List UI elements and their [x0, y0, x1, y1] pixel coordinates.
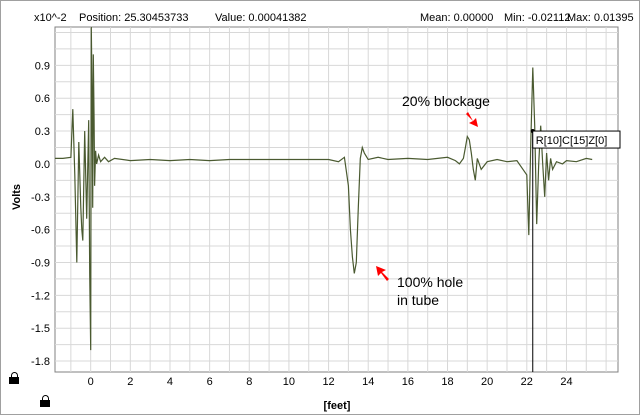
y-tick-labels: 0.9 0.6 0.3 0.0 -0.3 -0.6 -0.9 -1.2 -1.5 -1.8	[31, 60, 50, 368]
x-tick-label: 22	[521, 376, 533, 388]
y-tick-label: -0.9	[31, 257, 50, 269]
position-readout: Position: 25.30453733	[79, 12, 189, 24]
y-tick-label: -0.3	[31, 192, 50, 204]
mean-readout: Mean: 0.00000	[420, 12, 494, 24]
y-tick-label: 0.6	[35, 93, 50, 105]
x-tick-label: 10	[283, 376, 295, 388]
scale-readout: x10^-2	[34, 12, 67, 24]
grid	[55, 27, 618, 372]
y-tick-label: -1.8	[31, 356, 50, 368]
annotation-arrow-blockage	[466, 112, 478, 127]
annotation-blockage: 20% blockage	[402, 93, 490, 109]
max-readout: Max: 0.01395	[567, 12, 634, 24]
cursor-label-box: R[10]C[15]Z[0]	[532, 130, 621, 149]
x-tick-label: 18	[441, 376, 453, 388]
x-tick-label: 8	[246, 376, 252, 388]
x-tick-label: 16	[402, 376, 414, 388]
y-tick-label: 0.0	[35, 159, 50, 171]
lock-icon[interactable]	[40, 395, 50, 407]
x-tick-label: 4	[167, 376, 173, 388]
annotation-hole-line2: in tube	[397, 292, 439, 308]
x-tick-label: 24	[560, 376, 572, 388]
x-axis-title: [feet]	[324, 400, 351, 412]
cursor-label-frame	[532, 130, 621, 149]
annotation-hole-line1: 100% hole	[397, 274, 463, 290]
y-axis-title: Volts	[11, 184, 23, 210]
cursor-label: R[10]C[15]Z[0]	[536, 135, 608, 147]
x-tick-label: 2	[127, 376, 133, 388]
plot-area[interactable]	[54, 26, 619, 373]
y-tick-label: 0.3	[35, 126, 50, 138]
y-tick-label: -1.2	[31, 290, 50, 302]
min-readout: Min: -0.02112	[504, 12, 571, 24]
x-tick-label: 0	[88, 376, 94, 388]
x-tick-label: 14	[362, 376, 374, 388]
annotation-arrow-hole	[376, 266, 389, 281]
x-tick-label: 12	[322, 376, 334, 388]
y-tick-label: -1.5	[31, 323, 50, 335]
x-tick-label: 6	[207, 376, 213, 388]
y-tick-label: -0.6	[31, 225, 50, 237]
y-tick-label: 0.9	[35, 60, 50, 72]
x-tick-label: 20	[481, 376, 493, 388]
lock-icon[interactable]	[9, 372, 19, 384]
signal-trace	[55, 27, 593, 351]
x-tick-labels: 0 2 4 6 8 10 12 14 16 18 20 22 24	[88, 376, 573, 388]
value-readout: Value: 0.00041382	[215, 12, 307, 24]
status-bar: x10^-2 Position: 25.30453733 Value: 0.00…	[0, 10, 640, 26]
